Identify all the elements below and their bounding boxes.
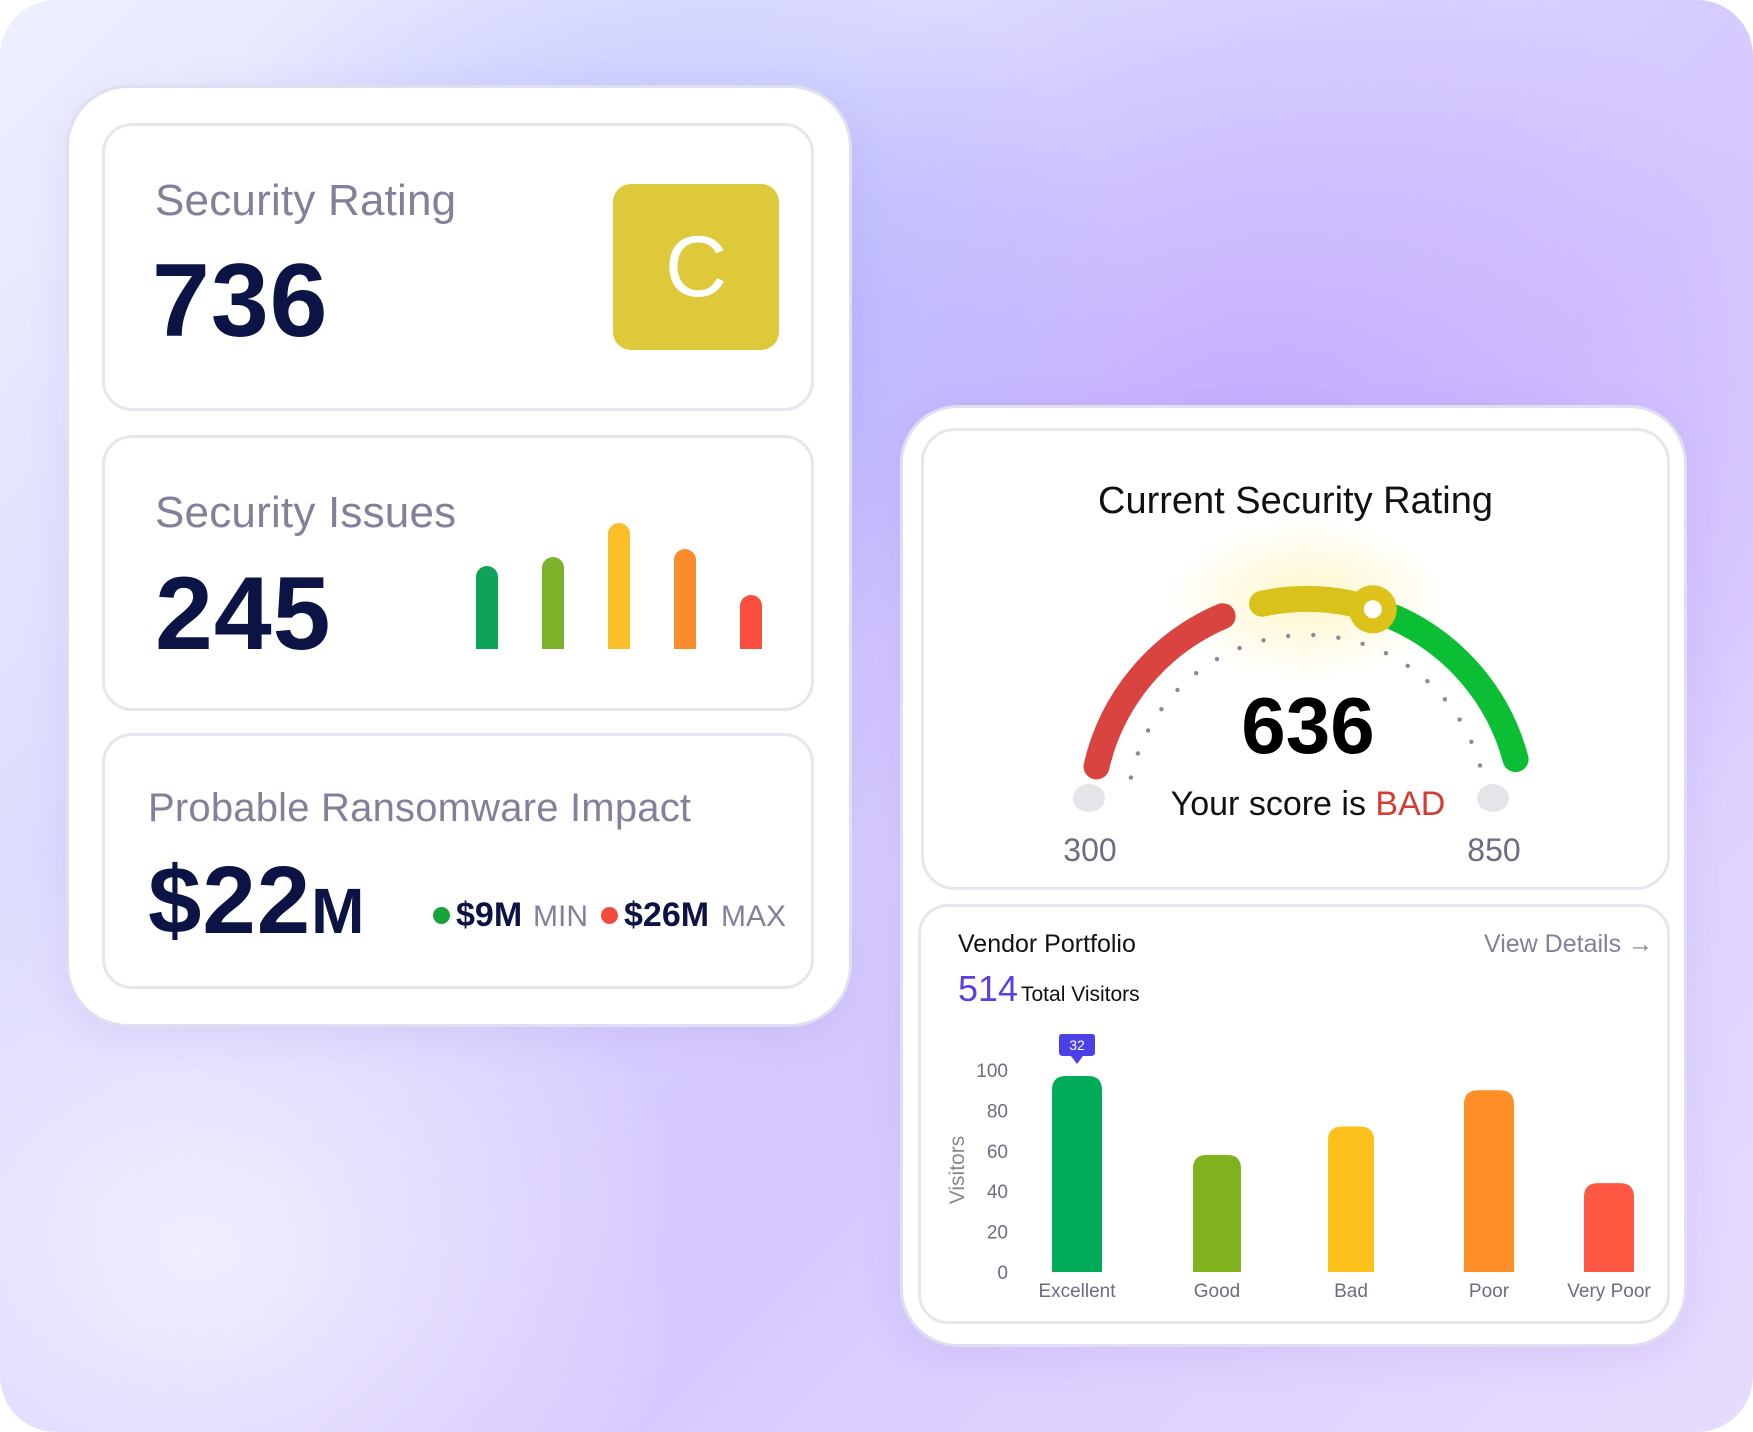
gauge-max-cap — [1477, 784, 1509, 812]
security-rating-label: Security Rating — [155, 176, 457, 225]
gauge-score: 636 — [1241, 681, 1375, 770]
security-issue-bar — [476, 566, 498, 649]
y-tick-label: 40 — [987, 1182, 1008, 1203]
y-tick-label: 80 — [987, 1101, 1008, 1122]
y-tick-label: 0 — [997, 1263, 1008, 1284]
gauge-tick-dot — [1128, 775, 1134, 780]
gauge-min-label: 300 — [1063, 832, 1117, 868]
gauge-tick-dot — [1261, 638, 1266, 643]
security-issue-bar — [542, 557, 564, 649]
bar-excellent — [1052, 1076, 1102, 1272]
x-tick-label: Poor — [1469, 1281, 1510, 1302]
annotation-tooltip — [1059, 1034, 1095, 1065]
security-issues-label: Security Issues — [155, 488, 457, 537]
vendor-portfolio-title: Vendor Portfolio — [958, 930, 1136, 958]
gauge-tick-dot — [1383, 651, 1389, 656]
gauge-tick-dot — [1175, 687, 1180, 693]
gauge-indicator-knob — [1348, 585, 1397, 634]
bar-poor — [1464, 1090, 1514, 1272]
gauge-max-label: 850 — [1467, 832, 1521, 868]
gauge-tick-dot — [1457, 717, 1462, 722]
gauge-tick-dot — [1360, 641, 1365, 646]
gauge-tick-dot — [1425, 679, 1430, 684]
total-visitors-count: 514 — [958, 968, 1019, 1009]
gauge-tick-dot — [1237, 645, 1242, 651]
gauge-tick-dot — [1194, 671, 1199, 676]
vendor-portfolio-card — [918, 904, 1670, 1324]
gauge-tick-dot — [1469, 739, 1474, 744]
gauge-tick-dot — [1336, 635, 1341, 640]
gauge-min-cap — [1073, 784, 1105, 812]
ransomware-value-unit: M — [311, 875, 366, 947]
gauge-segment-fair — [1249, 585, 1365, 617]
gauge-tick-dots — [1128, 632, 1483, 780]
security-grade-letter: C — [664, 218, 728, 315]
bar-good — [1193, 1154, 1241, 1272]
max-label: MAX — [721, 900, 787, 933]
y-tick-label: 60 — [987, 1142, 1008, 1163]
total-visitors-label: Total Visitors — [1021, 983, 1140, 1006]
annotation-tooltip-text: 32 — [1069, 1037, 1085, 1053]
gauge-status-word: BAD — [1375, 785, 1446, 823]
gauge-status: Your score is BAD — [1058, 785, 1558, 824]
ransomware-impact-card[interactable] — [102, 733, 814, 989]
security-rating-value: 736 — [152, 243, 329, 359]
y-axis-label: Visitors — [946, 1136, 969, 1204]
ransomware-impact-label: Probable Ransomware Impact — [148, 786, 692, 830]
gauge-tick-dot — [1477, 763, 1483, 768]
min-label: MIN — [533, 900, 588, 933]
ransomware-impact-value: $22M — [148, 846, 365, 956]
gauge-tick-dot — [1145, 728, 1151, 733]
x-tick-label: Excellent — [1038, 1281, 1116, 1302]
gauge-status-prefix: Your score is — [1170, 785, 1376, 823]
min-value: $9M — [456, 896, 523, 934]
x-tick-label: Good — [1194, 1281, 1240, 1302]
min-legend-dot — [433, 907, 450, 924]
gauge-tick-dot — [1442, 697, 1448, 702]
x-tick-label: Bad — [1334, 1281, 1368, 1302]
gauge-segment-bad — [1083, 603, 1236, 780]
max-value: $26M — [624, 896, 710, 934]
y-tick-label: 100 — [976, 1061, 1008, 1082]
x-tick-label: Very Poor — [1567, 1281, 1651, 1302]
gauge-tick-dot — [1159, 707, 1164, 712]
gauge-tick-dot — [1286, 633, 1291, 639]
security-issue-bar — [740, 595, 762, 649]
max-legend-dot — [601, 907, 618, 924]
security-issue-bar — [674, 549, 696, 649]
security-issues-value: 245 — [155, 556, 332, 672]
y-tick-label: 20 — [987, 1223, 1008, 1244]
security-grade-badge: C — [613, 184, 779, 350]
gauge-segment-good — [1381, 604, 1529, 773]
gauge-tick-dot — [1405, 663, 1410, 668]
ransomware-value-amount: $22 — [148, 847, 312, 954]
bar-very-poor — [1584, 1183, 1634, 1272]
bar-bad — [1328, 1126, 1374, 1272]
view-details-link[interactable]: View Details → — [1484, 930, 1654, 958]
gauge-tick-dot — [1311, 632, 1316, 638]
gauge-tick-dot — [1135, 751, 1141, 756]
gauge-title: Current Security Rating — [1098, 480, 1493, 522]
gauge-tick-dot — [1214, 656, 1220, 662]
security-issue-bar — [608, 523, 630, 649]
